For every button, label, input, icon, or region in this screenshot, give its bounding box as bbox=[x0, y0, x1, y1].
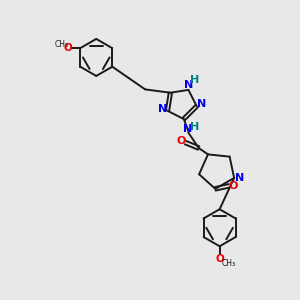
Text: N: N bbox=[183, 124, 192, 134]
Text: H: H bbox=[190, 75, 200, 85]
Text: CH₃: CH₃ bbox=[222, 259, 236, 268]
Text: N: N bbox=[197, 99, 207, 109]
Text: CH₃: CH₃ bbox=[54, 40, 68, 49]
Text: O: O bbox=[176, 136, 185, 146]
Text: O: O bbox=[215, 254, 224, 264]
Text: O: O bbox=[64, 43, 73, 53]
Text: N: N bbox=[235, 173, 244, 183]
Text: N: N bbox=[184, 80, 193, 89]
Text: O: O bbox=[229, 181, 238, 191]
Text: H: H bbox=[190, 122, 199, 131]
Text: N: N bbox=[158, 104, 167, 114]
